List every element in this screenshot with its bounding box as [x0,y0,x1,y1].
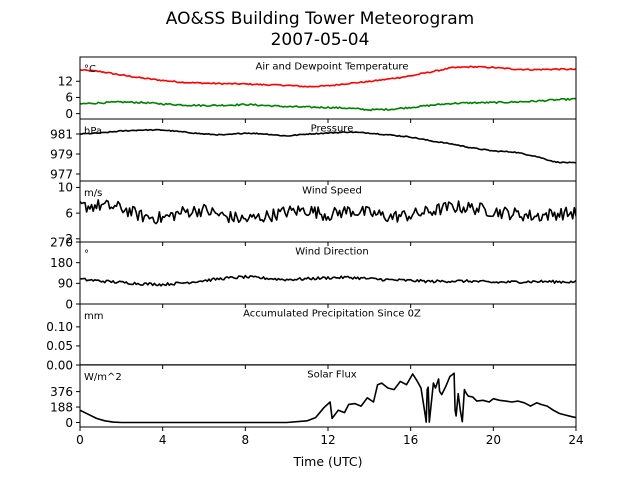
y-tick-label: 376 [50,385,73,399]
panel-title: Solar Flux [307,370,357,381]
panel-2: 977 979 981 hPa Pressure [50,118,577,185]
panel-unit-label: mm [84,311,103,322]
panel-unit-label: m/s [84,188,102,199]
y-tick-label: 188 [50,400,73,414]
x-axis: 0 4 8 12 16 20 24 [76,433,583,447]
series-line-2-1 [80,128,576,164]
y-tick-label: 270 [50,235,73,249]
panel-title: Accumulated Precipitation Since 0Z [243,309,421,320]
figure-title: AO&SS Building Tower Meteorogram [166,9,474,29]
y-tick-label: 0 [65,297,73,311]
panel-unit-label: °C [84,64,96,75]
panel-5: 0.00 0.05 0.10 mm Accumulated Precipitation … [46,303,577,372]
panel-unit-label: W/m^2 [84,372,122,383]
y-tick-label: 180 [50,256,73,270]
y-tick-label: 0.00 [46,358,73,372]
panel-title: Pressure [311,124,354,135]
panel-1: 0 6 12 °C Air and Dewpoint Temperature [58,56,577,123]
panel-3: 2 6 10 m/s Wind Speed [58,180,577,246]
panel-title: Wind Speed [302,186,362,197]
x-tick-label: 12 [320,433,335,447]
panel-unit-label: ° [84,249,89,260]
y-tick-label: 0 [65,107,73,121]
y-tick-label: 12 [58,75,73,89]
y-tick-label: 90 [58,277,73,291]
panel-4: 0 90 180 270 ° Wind Direction [50,235,577,311]
y-tick-label: 6 [65,206,73,220]
panel-title: Air and Dewpoint Temperature [256,62,409,73]
figure-date: 2007-05-04 [271,30,370,50]
x-tick-label: 0 [76,433,84,447]
x-tick-label: 4 [159,433,167,447]
x-tick-label: 20 [486,433,501,447]
panels-group: 0 6 12 °C Air and Dewpoint Temperature 977 979… [46,56,577,431]
y-tick-label: 981 [50,127,73,141]
y-tick-label: 977 [50,167,73,181]
x-tick-label: 8 [242,433,250,447]
y-tick-label: 0.05 [46,339,73,353]
y-tick-label: 2 [65,232,73,246]
panel-title: Wind Direction [295,247,369,258]
series-line-1-2 [80,97,576,112]
y-tick-label: 6 [65,91,73,105]
series-line-1-1 [80,65,576,88]
series-line-6-1 [80,372,576,424]
y-tick-label: 979 [50,147,73,161]
y-tick-label: 0 [65,416,73,430]
y-tick-label: 0.10 [46,320,73,334]
y-tick-label: 10 [58,181,73,195]
x-tick-label: 16 [403,433,418,447]
series-line-4-1 [80,274,576,287]
series-line-3-1 [80,199,576,225]
panel-unit-label: hPa [84,126,102,137]
x-axis-label: Time (UTC) [292,454,362,469]
x-tick-label: 24 [568,433,583,447]
